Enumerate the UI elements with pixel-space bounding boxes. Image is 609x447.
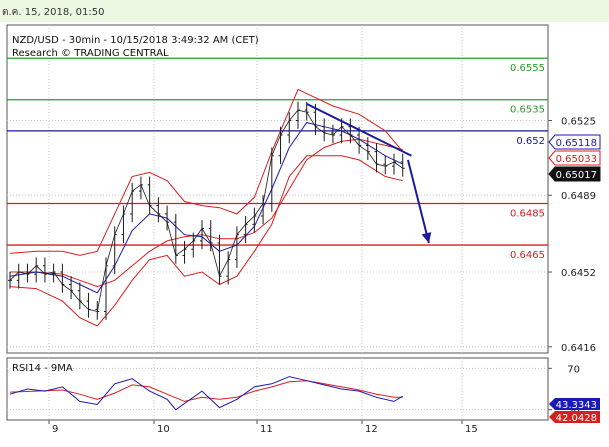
- chart-title: NZD/USD - 30min - 10/15/2018 3:49:32 AM …: [12, 35, 259, 46]
- forecast-arrow-shaft: [406, 159, 430, 244]
- rsi-title: RSI14 - 9MA: [12, 363, 73, 374]
- time-axis-label-0: 9: [52, 424, 58, 435]
- chart-subtitle: Research © TRADING CENTRAL: [12, 48, 169, 59]
- time-axis-label-4: 15: [465, 424, 478, 435]
- price-tags: 0.65118 0.65033 0.65017: [548, 134, 601, 182]
- price-axis-label-2: 0.6452: [561, 268, 596, 279]
- price-axis: 0.6525 0.6489 0.6452 0.6416: [548, 116, 596, 354]
- level-lines: 0.6555 0.6535 0.652 0.6485 0.6465: [7, 57, 548, 261]
- bollinger-bands: [9, 88, 404, 327]
- rsi-tag-box-0: [549, 398, 600, 410]
- bollinger-upper-line: [9, 88, 404, 256]
- rsi-tag-0: 43.3343: [556, 400, 597, 411]
- time-axis: 9 10 11 12 15: [48, 420, 478, 435]
- rsi-tag-1: 42.0428: [556, 413, 597, 424]
- level-label-1: 0.6535: [510, 105, 545, 116]
- price-tag-0: 0.65118: [556, 138, 597, 149]
- bollinger-lower-line: [9, 155, 403, 327]
- price-panel: [6, 24, 549, 354]
- forecast-arrow-head: [421, 232, 432, 243]
- price-axis-label-3: 0.6416: [561, 343, 596, 354]
- price-grid: [7, 25, 548, 353]
- rsi-lines: [9, 376, 403, 411]
- time-axis-label-3: 12: [365, 424, 378, 435]
- rsi-panel: [6, 357, 549, 421]
- price-tag-box-2: [548, 166, 601, 182]
- date-header: ต.ค. 15, 2018, 01:50: [0, 0, 609, 22]
- trendline: [306, 102, 412, 157]
- level-label-0: 0.6555: [510, 63, 545, 74]
- rsi-tag-box-1: [549, 411, 600, 423]
- level-label-3: 0.6485: [510, 209, 545, 220]
- price-tag-box-1: [548, 150, 601, 166]
- rsi-grid: [7, 358, 548, 420]
- header-datetime: ต.ค. 15, 2018, 01:50: [2, 7, 105, 18]
- rsi-ma-line: [9, 380, 403, 402]
- level-label-2: 0.652: [516, 136, 545, 147]
- price-tag-box-0: [548, 134, 601, 150]
- price-axis-label-0: 0.6525: [561, 116, 596, 127]
- rsi-line: [9, 376, 403, 411]
- trendline-group: [306, 102, 432, 244]
- price-close-line: [9, 109, 403, 312]
- rsi-axis-label-0: 70: [567, 364, 580, 375]
- time-axis-label-2: 11: [260, 424, 273, 435]
- price-tag-1: 0.65033: [556, 154, 597, 165]
- price-bars: [8, 101, 405, 320]
- rsi-tags: 43.3343 42.0428: [549, 398, 600, 424]
- level-label-4: 0.6465: [510, 250, 545, 261]
- price-tag-2: 0.65017: [556, 170, 597, 181]
- time-axis-label-1: 10: [157, 424, 170, 435]
- price-axis-label-1: 0.6489: [561, 191, 596, 202]
